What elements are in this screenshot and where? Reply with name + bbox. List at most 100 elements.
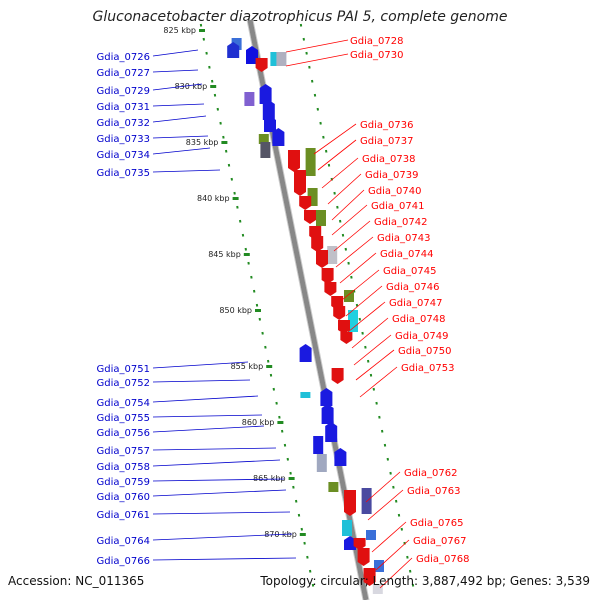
reverse-gene-arrow <box>304 210 316 224</box>
gene-label-reverse: Gdia_0750 <box>398 346 451 357</box>
gene-label-forward: Gdia_0729 <box>97 86 150 97</box>
reverse-gene-arrow <box>340 332 353 344</box>
gene-label-reverse: Gdia_0742 <box>374 217 427 228</box>
forward-gene-arrow <box>259 84 272 104</box>
gene-label-forward: Gdia_0752 <box>97 378 150 389</box>
forward-gene-arrow <box>246 46 258 64</box>
gene-label-forward: Gdia_0755 <box>97 413 150 424</box>
scale-tick-mark <box>255 309 261 312</box>
gene-label-reverse: Gdia_0763 <box>407 486 460 497</box>
gene-block <box>372 584 383 594</box>
outer-ruler-track <box>199 23 315 587</box>
scale-tick-mark <box>210 85 217 88</box>
gene-label-forward: Gdia_0751 <box>97 364 150 375</box>
label-leader-line <box>321 157 359 189</box>
label-leader-line <box>152 489 287 497</box>
forward-gene-arrow <box>264 116 276 132</box>
label-leader-line <box>152 425 265 433</box>
gene-label-reverse: Gdia_0748 <box>392 314 445 325</box>
forward-gene-arrow <box>321 404 334 424</box>
gene-label-forward: Gdia_0756 <box>97 428 150 439</box>
gene-block <box>316 454 327 472</box>
label-leader-line <box>371 521 407 553</box>
gene-block <box>328 482 339 492</box>
gene-label-reverse: Gdia_0745 <box>383 266 436 277</box>
forward-gene-arrow <box>227 42 240 58</box>
label-leader-line <box>152 459 281 467</box>
label-leader-line <box>333 220 371 252</box>
label-leader-line <box>347 301 386 333</box>
reverse-gene-arrow <box>299 196 312 210</box>
reverse-gene-arrow <box>311 236 324 252</box>
label-leader-line <box>345 285 383 317</box>
label-leader-line <box>152 49 199 57</box>
scale-tick-label: 825 kbp <box>163 26 196 35</box>
reverse-gene-arrow <box>344 490 356 516</box>
reverse-gene-arrow <box>357 548 370 566</box>
forward-gene-arrow <box>344 536 356 550</box>
label-leader-line <box>152 361 249 369</box>
scale-tick-label: 850 kbp <box>219 306 252 315</box>
label-leader-line <box>367 489 404 521</box>
label-leader-line <box>152 103 205 107</box>
label-leader-line <box>152 533 293 541</box>
gene-label-reverse: Gdia_0739 <box>365 170 418 181</box>
forward-gene-arrow <box>299 344 312 362</box>
scale-tick-mark <box>299 533 306 536</box>
label-leader-line <box>365 471 401 503</box>
gene-label-reverse: Gdia_0746 <box>386 282 439 293</box>
gene-label-reverse: Gdia_0738 <box>362 154 415 165</box>
scale-tick-label: 860 kbp <box>242 418 275 427</box>
gene-label-reverse: Gdia_0762 <box>404 468 457 479</box>
label-leader-line <box>285 53 349 67</box>
label-leader-line <box>152 414 263 418</box>
label-leader-line <box>327 173 362 205</box>
label-leader-line <box>331 189 365 221</box>
gene-label-forward: Gdia_0727 <box>97 68 150 79</box>
label-leader-line <box>152 447 277 451</box>
scale-tick-mark <box>199 29 205 32</box>
forward-gene-arrow <box>272 128 285 146</box>
gene-block <box>348 310 358 332</box>
reverse-gene-arrow <box>353 538 366 550</box>
label-leader-line <box>359 366 398 398</box>
scale-tick-label: 845 kbp <box>208 250 241 259</box>
label-leader-line <box>285 39 349 53</box>
gene-label-reverse: Gdia_0747 <box>389 298 442 309</box>
gene-label-forward: Gdia_0731 <box>97 102 150 113</box>
gene-label-forward: Gdia_0757 <box>97 446 150 457</box>
gene-label-forward: Gdia_0760 <box>97 492 150 503</box>
reverse-gene-arrow <box>324 282 337 296</box>
gene-label-reverse: Gdia_0741 <box>371 201 424 212</box>
gene-label-reverse: Gdia_0768 <box>416 554 469 565</box>
gene-block <box>366 530 376 540</box>
scale-tick-mark <box>221 141 228 144</box>
gene-block <box>374 560 384 572</box>
gene-label-reverse: Gdia_0728 <box>350 36 403 47</box>
accession-text: Accession: NC_011365 <box>8 574 145 588</box>
map-title: Gluconacetobacter diazotrophicus PAI 5, … <box>92 9 508 25</box>
reverse-gene-arrow <box>363 568 376 586</box>
gene-block <box>316 210 326 226</box>
gene-block <box>305 148 316 176</box>
scale-tick-mark <box>277 421 284 424</box>
gene-block <box>344 290 354 302</box>
label-leader-line <box>339 252 377 284</box>
reverse-gene-arrow <box>338 320 350 334</box>
inner-ruler-track <box>299 23 415 587</box>
gene-block <box>270 52 281 66</box>
label-leader-line <box>317 139 357 171</box>
forward-gene-arrow <box>320 388 333 406</box>
scale-tick-mark <box>288 477 295 480</box>
gene-label-forward: Gdia_0761 <box>97 510 150 521</box>
gene-label-reverse: Gdia_0736 <box>360 120 413 131</box>
label-leader-line <box>341 269 380 301</box>
gene-label-forward: Gdia_0758 <box>97 462 150 473</box>
label-leader-line <box>152 69 199 73</box>
gene-label-forward: Gdia_0726 <box>97 52 150 63</box>
reverse-gene-arrow <box>321 268 334 284</box>
label-leader-line <box>351 317 389 349</box>
scale-tick-mark <box>232 197 239 200</box>
gene-block <box>260 142 271 158</box>
